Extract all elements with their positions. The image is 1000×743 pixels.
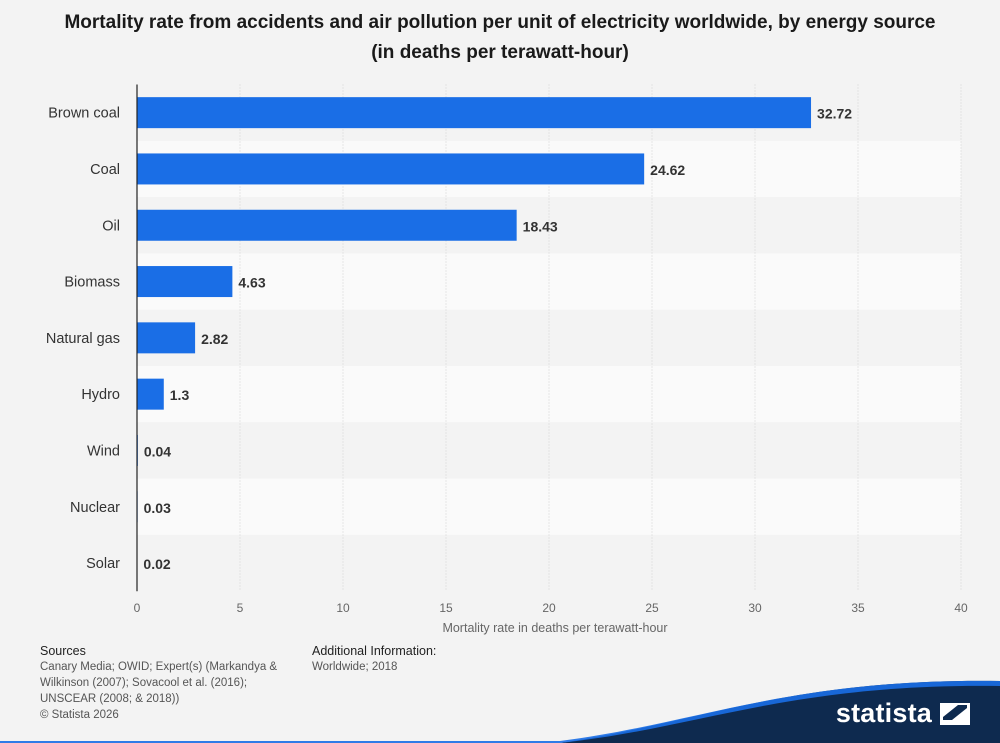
value-label: 4.63 [238, 275, 265, 291]
category-label: Coal [90, 162, 120, 178]
category-label: Brown coal [48, 106, 120, 122]
category-label: Oil [102, 218, 120, 234]
x-tick-label: 40 [954, 601, 968, 615]
brand-name: statista [835, 698, 932, 728]
copyright: © Statista 2026 [40, 709, 119, 721]
category-label: Natural gas [46, 331, 120, 347]
sources-line: Wilkinson (2007); Sovacool et al. (2016)… [40, 677, 248, 689]
brand-wave [0, 680, 1000, 743]
bars [137, 97, 812, 579]
value-label: 2.82 [201, 331, 228, 347]
x-tick-label: 25 [645, 601, 659, 615]
x-axis-title: Mortality rate in deaths per terawatt-ho… [442, 621, 667, 635]
x-tick-label: 30 [748, 601, 762, 615]
additional-info-block: Additional Information: Worldwide; 2018 [312, 643, 436, 675]
value-label: 24.62 [650, 162, 685, 178]
sources-heading: Sources [40, 644, 86, 658]
x-tick-label: 0 [134, 601, 141, 615]
statista-logo-icon [940, 702, 970, 725]
value-label: 0.04 [144, 443, 171, 459]
category-label: Nuclear [70, 500, 120, 516]
sources-line: UNSCEAR (2008; & 2018)) [40, 693, 180, 705]
additional-info-text: Worldwide; 2018 [312, 661, 398, 673]
bar [137, 378, 164, 410]
category-label: Hydro [81, 387, 120, 403]
labels: Brown coal 32.72 Coal 24.62 Oil 18.43 Biomass 4… [46, 106, 852, 572]
value-label: 18.43 [523, 218, 558, 234]
x-tick-label: 35 [851, 601, 865, 615]
statista-logo[interactable]: statista [836, 698, 970, 729]
value-label: 32.72 [817, 106, 852, 122]
sources-block: Sources Canary Media; OWID; Expert(s) (M… [40, 643, 277, 723]
value-label: 1.3 [170, 387, 190, 403]
bar [137, 97, 812, 129]
category-label: Solar [86, 556, 120, 572]
bar [137, 322, 196, 354]
x-tick-label: 20 [542, 601, 556, 615]
bar [137, 266, 233, 298]
bar-chart: 0 5 10 15 20 25 30 35 40 Mortality rate in deaths… [46, 84, 968, 635]
sources-line: Canary Media; OWID; Expert(s) (Markandya… [40, 661, 278, 673]
chart-title: Mortality rate from accidents and air po… [64, 12, 936, 63]
value-label: 0.02 [143, 556, 170, 572]
value-label: 0.03 [144, 500, 171, 516]
axis: 0 5 10 15 20 25 30 35 40 Mortality rate in deaths… [134, 84, 968, 635]
additional-info-heading: Additional Information: [312, 644, 437, 658]
row-band [137, 253, 961, 310]
category-label: Wind [87, 443, 120, 459]
x-tick-label: 5 [237, 601, 244, 615]
x-tick-label: 15 [439, 601, 453, 615]
bar [137, 153, 645, 185]
row-band [137, 422, 961, 479]
x-tick-label: 10 [336, 601, 350, 615]
bar [137, 209, 517, 241]
category-label: Biomass [64, 275, 120, 291]
